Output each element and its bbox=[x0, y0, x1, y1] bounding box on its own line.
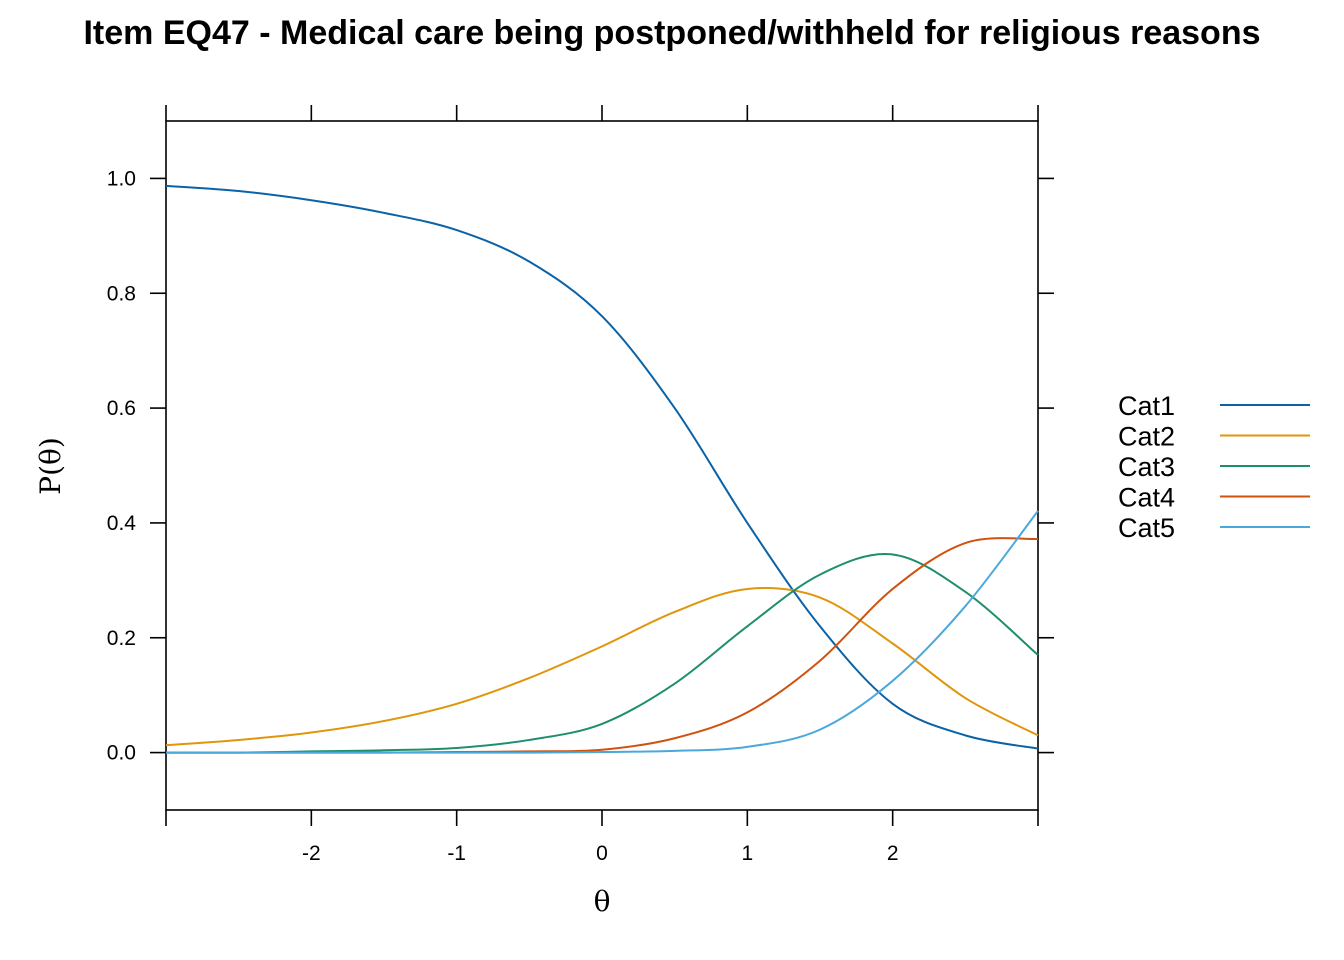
x-tick-label: -2 bbox=[302, 842, 321, 865]
x-tick-label: 1 bbox=[741, 842, 753, 865]
y-axis-ticks: 0.0 0.2 0.4 0.6 0.8 1.0 bbox=[107, 167, 1054, 765]
y-tick-label: 1.0 bbox=[107, 167, 136, 190]
legend-label-cat2: Cat2 bbox=[1118, 422, 1175, 452]
series-line-cat2 bbox=[165, 587, 1039, 747]
y-tick-label: 0.4 bbox=[107, 512, 137, 535]
y-axis-label: P(θ) bbox=[34, 437, 67, 495]
x-axis-label: θ bbox=[594, 885, 611, 918]
y-tick-label: 0.8 bbox=[107, 282, 136, 305]
series-line-cat1 bbox=[165, 184, 1039, 750]
x-tick-label: 0 bbox=[596, 842, 608, 865]
y-tick-label: 0.6 bbox=[107, 397, 136, 420]
y-tick-label: 0.0 bbox=[107, 742, 136, 765]
chart-title: Item EQ47 - Medical care being postponed… bbox=[83, 14, 1260, 52]
legend-label-cat3: Cat3 bbox=[1118, 452, 1175, 482]
legend-label-cat4: Cat4 bbox=[1118, 483, 1175, 513]
plot-frame bbox=[165, 120, 1039, 811]
legend-label-cat1: Cat1 bbox=[1118, 391, 1175, 421]
x-axis-ticks: -2 -1 0 1 2 bbox=[165, 105, 1039, 865]
x-tick-label: -1 bbox=[447, 842, 466, 865]
series-line-cat5 bbox=[166, 510, 1039, 754]
legend-label-cat5: Cat5 bbox=[1118, 513, 1175, 543]
y-tick-label: 0.2 bbox=[107, 627, 136, 650]
x-tick-label: 2 bbox=[887, 842, 899, 865]
series-curves bbox=[165, 184, 1039, 754]
series-line-cat3 bbox=[165, 553, 1039, 754]
